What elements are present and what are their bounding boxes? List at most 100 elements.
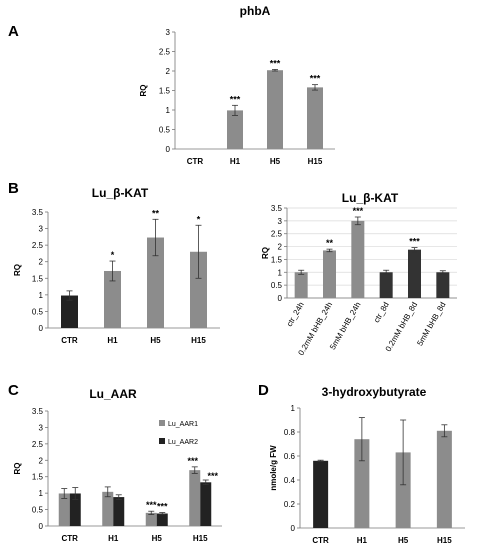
bar (147, 237, 164, 328)
bar (104, 270, 121, 328)
significance-label: *** (270, 58, 281, 68)
y-axis-label: RQ (13, 463, 22, 475)
y-tick-label: 3.5 (271, 204, 283, 213)
y-tick-label: 0 (39, 522, 44, 531)
chart-title: Lu_β-KAT (92, 186, 149, 200)
significance-label: *** (353, 206, 364, 216)
chart-title: 3-hydroxybutyrate (322, 385, 427, 399)
legend-label: Lu_AAR2 (168, 439, 198, 446)
y-tick-label: 2 (39, 258, 44, 267)
chart-title: Lu_AAR (89, 387, 137, 401)
chart-2: Lu_β-KAT RQ 0 0.5 1 1.5 2 2.5 3 3.5 ctr_24h ** 0.2mM… (261, 191, 457, 357)
y-tick-label: 0 (166, 145, 171, 154)
bar (408, 249, 421, 298)
y-tick-label: 0 (278, 294, 283, 303)
y-tick-label: 0.5 (159, 126, 171, 135)
significance-label: *** (187, 456, 198, 466)
y-tick-label: 1 (39, 291, 44, 300)
bar (294, 272, 308, 298)
y-tick-label: 2 (278, 243, 283, 252)
legend-swatch (159, 438, 165, 444)
panel-letter: C (8, 382, 19, 399)
y-tick-label: 3 (278, 217, 283, 226)
significance-label: *** (310, 74, 321, 84)
y-tick-label: 0.5 (32, 506, 44, 515)
y-tick-label: 2.5 (32, 440, 44, 449)
bar (436, 272, 450, 298)
panel-letter: A (8, 23, 19, 40)
y-tick-label: 0.2 (284, 500, 296, 509)
x-tick-label: CTR (187, 157, 204, 166)
bar (307, 87, 323, 149)
bar (61, 295, 78, 328)
y-tick-label: 0 (39, 324, 44, 333)
y-tick-label: 3.5 (32, 208, 44, 217)
chart-title: Lu_β-KAT (342, 191, 399, 205)
x-tick-label: H1 (107, 336, 118, 345)
y-tick-label: 2 (39, 456, 44, 465)
y-tick-label: 0.4 (284, 476, 296, 485)
x-tick-label: H15 (308, 157, 323, 166)
bar (351, 220, 365, 298)
y-tick-label: 3 (39, 423, 44, 432)
x-tick-label: ctr_8d (372, 301, 391, 325)
y-tick-label: 0.8 (284, 428, 296, 437)
significance-label: ** (152, 208, 160, 218)
bar (379, 272, 393, 298)
bar (395, 452, 411, 528)
y-tick-label: 3 (39, 225, 44, 234)
bar (145, 512, 157, 526)
y-axis-label: nmole/g FW (269, 445, 278, 491)
significance-label: *** (146, 500, 157, 510)
significance-label: * (111, 250, 115, 260)
y-tick-label: 3.5 (32, 407, 44, 416)
y-tick-label: 2.5 (271, 230, 283, 239)
x-tick-label: H15 (437, 536, 452, 545)
y-tick-label: 1 (166, 106, 171, 115)
significance-label: * (197, 214, 201, 224)
significance-label: *** (157, 502, 168, 512)
x-tick-label: H5 (398, 536, 409, 545)
bar (313, 460, 329, 528)
chart-4: 3-hydroxybutyrate nmole/g FW 0 0.2 0.4 0.6 0.8… (269, 385, 465, 545)
x-tick-label: H5 (152, 534, 163, 543)
x-tick-label: H15 (193, 534, 208, 543)
x-tick-label: CTR (62, 534, 79, 543)
x-tick-label: 5mM bHB_8d (415, 301, 447, 348)
bar (200, 482, 212, 526)
bar (113, 497, 125, 526)
significance-label: *** (409, 237, 420, 247)
x-tick-label: H15 (191, 336, 206, 345)
x-tick-label: CTR (312, 536, 329, 545)
y-tick-label: 0.5 (32, 307, 44, 316)
x-tick-label: 5mM bHB_24h (328, 301, 362, 352)
significance-label: *** (207, 471, 218, 481)
y-tick-label: 2 (166, 67, 171, 76)
x-tick-label: CTR (61, 336, 78, 345)
legend-swatch (159, 420, 165, 426)
bar (227, 110, 243, 149)
y-axis-label: RQ (139, 85, 148, 97)
bar (354, 439, 370, 528)
bar (190, 251, 207, 328)
y-tick-label: 1.5 (271, 255, 283, 264)
y-axis-label: RQ (261, 247, 270, 259)
panel-letter: B (8, 180, 19, 197)
bar (58, 493, 70, 526)
panel-letter: D (258, 382, 269, 399)
bar (267, 70, 283, 149)
x-tick-label: H1 (357, 536, 368, 545)
y-tick-label: 1 (39, 489, 44, 498)
y-axis-label: RQ (13, 264, 22, 276)
x-tick-label: H5 (270, 157, 281, 166)
bar (436, 430, 452, 528)
chart-1: Lu_β-KAT RQ 0 0.5 1 1.5 2 2.5 3 3.5 CTR * H1 ** H5 * H15 (13, 186, 220, 345)
x-tick-label: H1 (230, 157, 241, 166)
chart-title: phbA (240, 4, 271, 18)
y-tick-label: 1.5 (159, 87, 171, 96)
legend-label: Lu_AAR1 (168, 421, 198, 428)
y-tick-label: 0 (291, 524, 296, 533)
bar (156, 513, 168, 526)
